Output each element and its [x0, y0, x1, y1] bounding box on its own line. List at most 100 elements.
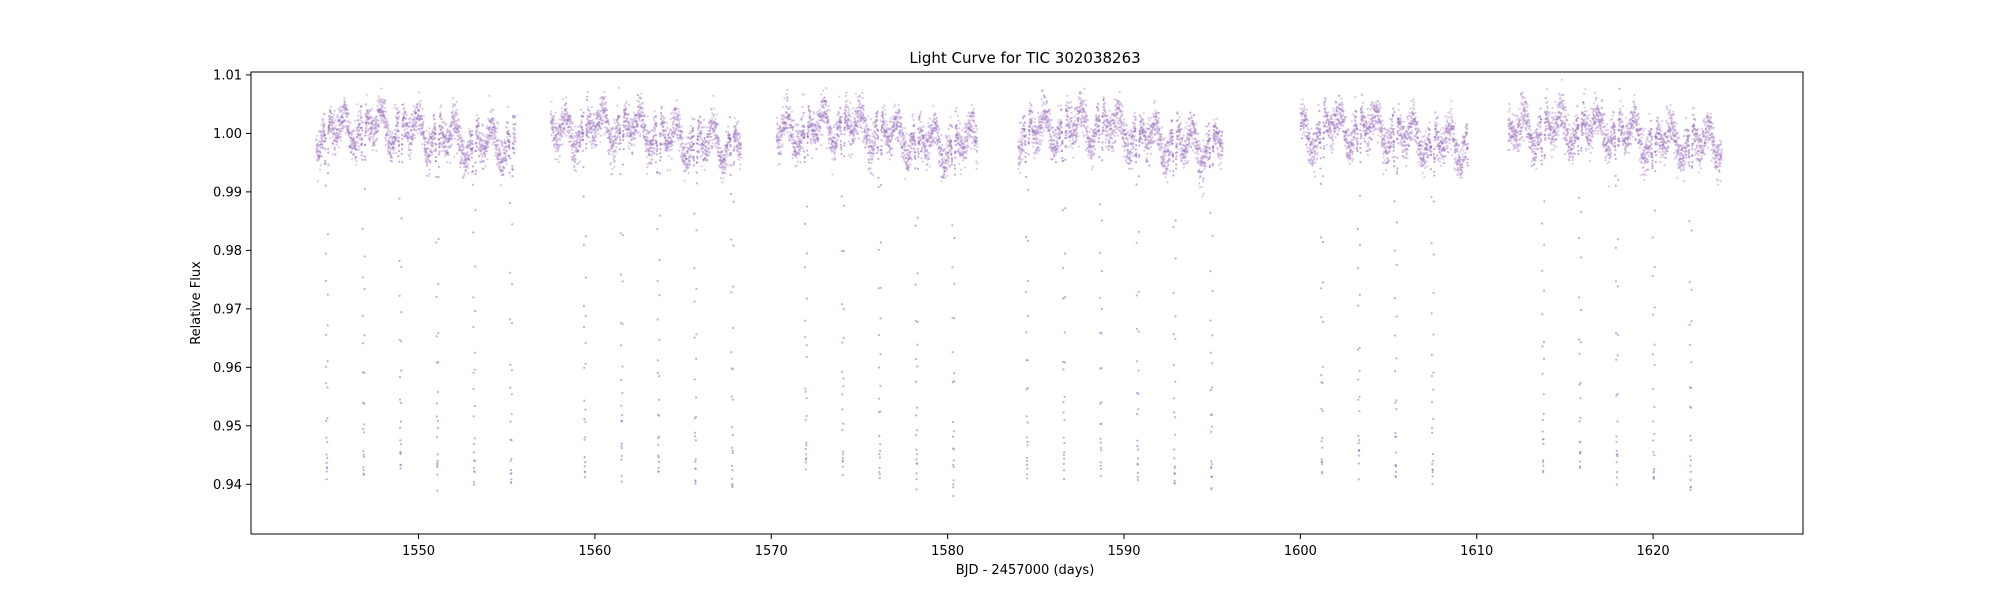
data-point [653, 151, 656, 154]
data-point [687, 171, 690, 175]
data-point [836, 138, 839, 141]
data-point [510, 439, 513, 442]
data-point [467, 155, 470, 158]
data-point [460, 137, 463, 140]
data-point [356, 103, 359, 106]
data-point [354, 141, 357, 144]
chart-title: Light Curve for TIC 302038263 [909, 49, 1140, 67]
data-point [329, 111, 332, 114]
data-point [730, 238, 733, 241]
data-point [465, 153, 468, 156]
data-point [805, 397, 808, 400]
data-point [621, 365, 624, 368]
data-point [368, 118, 371, 121]
data-point [379, 109, 382, 112]
data-point [415, 120, 418, 123]
data-point [620, 480, 623, 483]
data-point [465, 152, 468, 155]
data-point [459, 140, 462, 143]
data-point [736, 150, 739, 153]
data-point [332, 122, 335, 125]
data-point [419, 116, 422, 119]
data-point [375, 139, 379, 142]
data-point [420, 114, 423, 118]
data-point [509, 271, 512, 274]
data-point [779, 150, 782, 153]
data-point [464, 163, 467, 166]
data-point [408, 134, 411, 137]
data-point [656, 359, 659, 362]
data-point [369, 132, 372, 136]
data-point [508, 154, 511, 157]
data-point [457, 133, 460, 136]
data-point [727, 148, 731, 151]
data-point [394, 139, 397, 142]
data-point [571, 121, 575, 124]
data-point [367, 116, 370, 120]
data-point [509, 420, 512, 423]
data-point [436, 489, 439, 492]
data-point [472, 415, 475, 418]
data-point [358, 122, 361, 125]
data-point [352, 138, 355, 141]
data-point [381, 104, 384, 107]
data-point [446, 140, 449, 144]
data-point [358, 134, 361, 138]
data-point [864, 118, 868, 121]
data-point [412, 125, 415, 128]
data-point [910, 150, 913, 153]
data-point [638, 100, 641, 103]
data-point [604, 103, 607, 106]
data-point [431, 130, 434, 133]
data-point [395, 124, 398, 127]
data-point [372, 123, 375, 126]
data-point [561, 110, 564, 114]
data-point [725, 130, 728, 133]
data-point [349, 136, 352, 139]
data-point [371, 149, 374, 152]
data-point [891, 138, 894, 141]
data-point [357, 122, 360, 125]
data-point [874, 130, 877, 134]
data-point [620, 445, 623, 448]
data-point [730, 395, 733, 398]
data-point [341, 126, 344, 129]
data-point [654, 115, 658, 118]
data-point [452, 128, 455, 131]
data-point [318, 168, 322, 171]
data-point [458, 136, 461, 139]
data-point [428, 138, 431, 141]
data-point [890, 154, 893, 157]
data-point [722, 177, 725, 180]
data-point [702, 152, 705, 155]
data-point [571, 132, 574, 135]
data-point [452, 121, 455, 124]
data-point [874, 136, 877, 139]
data-point [368, 137, 371, 140]
data-point [487, 145, 490, 148]
data-point [421, 131, 424, 134]
data-point [732, 285, 735, 288]
data-point [690, 140, 694, 143]
data-point [354, 140, 357, 144]
data-point [449, 125, 452, 128]
data-point [360, 154, 363, 157]
data-point [474, 161, 477, 164]
data-point [466, 153, 469, 156]
data-point [394, 151, 398, 155]
data-point [464, 161, 467, 165]
data-point [565, 96, 568, 99]
data-point [333, 139, 336, 142]
data-point [510, 478, 513, 481]
data-point [390, 133, 393, 136]
data-point [461, 159, 464, 162]
data-point [465, 146, 468, 149]
data-point [912, 132, 916, 135]
data-point [351, 139, 354, 142]
data-point [352, 141, 355, 144]
data-point [394, 133, 397, 136]
data-point [333, 147, 336, 150]
data-point [383, 117, 386, 120]
data-point [739, 152, 743, 156]
data-point [675, 99, 678, 102]
